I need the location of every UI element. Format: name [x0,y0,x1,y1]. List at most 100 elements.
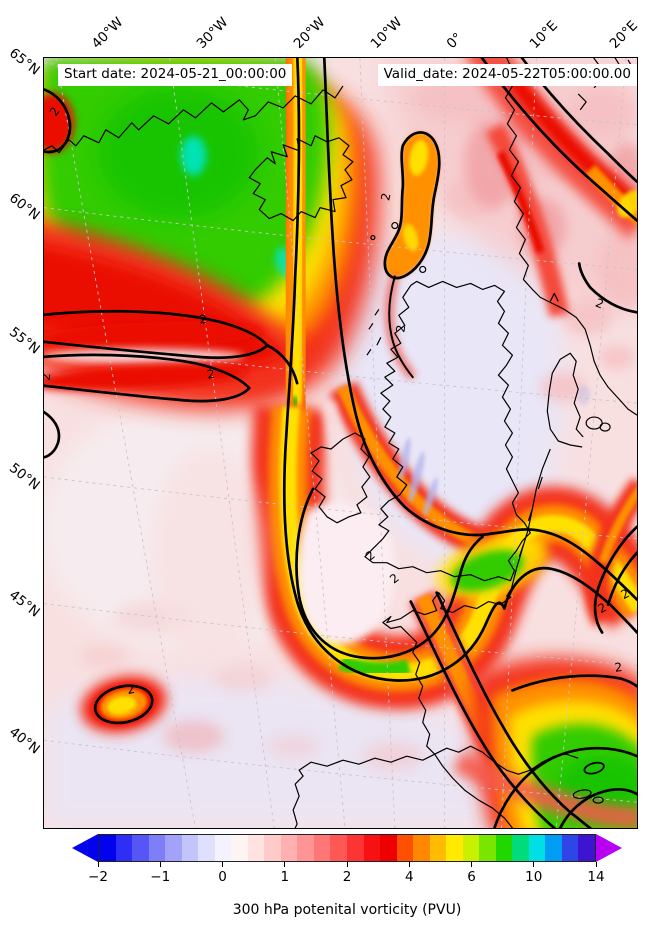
colorbar-tick-label: 0 [218,869,227,885]
contour-island [583,761,605,775]
contour-streamer-east [322,58,637,601]
colorbar-segment [264,835,281,861]
lon-tick-label: 20°W [290,14,329,52]
colorbar-segment [132,835,149,861]
colorbar-segment [148,835,166,861]
colorbar-tick-label: 4 [404,869,414,885]
start-date-label: Start date: 2024-05-21_00:00:00 [58,64,293,86]
coast-orkney [419,265,427,274]
coast-balearics [592,796,604,804]
contour-se-green-outer [493,746,637,828]
contour-filament-e [435,591,592,828]
colorbar-segment [528,835,546,861]
colorbar-tick-label: 2 [342,869,352,885]
lon-tick-label: 20°E [606,17,641,53]
graticule [44,58,637,828]
contour-se-top [511,674,637,692]
lat-tick-label: 50°N [6,460,43,494]
coast-denmark [546,352,584,448]
contour-label: 2 [614,660,623,675]
contour-streamer-west [283,58,637,682]
pv-comma-core [409,139,429,176]
contour-comma [383,131,441,280]
colorbar-tick [284,862,286,867]
colorbar-segment [115,835,133,861]
colorbar-segment [495,835,513,861]
colorbar-segment [446,835,463,861]
contour-tongue-2 [44,353,251,403]
colorbar-segment [313,835,331,861]
lon-tick-label: 40°W [88,14,127,52]
contour-finger-outer [593,525,637,634]
coast-funen [599,422,611,432]
coast-faroe [370,234,376,241]
contour-label: 2 [126,682,136,697]
coast-spain-east [434,753,513,828]
lat-tick-label: 40°N [6,724,43,758]
colorbar-segment [198,835,215,861]
coast-france-iberia [292,592,512,828]
colorbar-left-arrow [72,834,98,862]
colorbar-segment [297,835,314,861]
colorbar-segment [561,835,579,861]
colorbar-segment [231,835,248,861]
coast-hebrides [366,309,382,356]
lon-tick-label: 10°E [526,17,561,53]
pv-comma [384,132,440,279]
colorbar-right-arrow [596,834,622,862]
colorbar-tick-label: 6 [467,869,476,885]
coastlines [44,58,637,828]
contour-label: 2 [199,312,208,327]
coast-greenland [44,85,344,154]
pv-neck-band-core [337,384,497,553]
colorbar-segment [545,835,562,861]
colorbar-tick [346,862,348,867]
colorbar-tick [408,862,410,867]
pv-tongue [44,363,249,391]
colorbar-tick [222,862,223,867]
negative-pv-streaks [398,385,591,516]
colorbar-tick [159,862,161,867]
colorbar-segment [413,835,430,861]
lon-tick-label: 0° [443,29,466,52]
pv-band-ne-orange [585,164,637,227]
pv-channel-green [451,549,524,592]
colorbar-segment [165,835,182,861]
coast-norway-sweden [502,58,637,416]
colorbar-segment [99,835,116,861]
pv-hook-green [338,655,411,678]
lat-tick-label: 45°N [6,587,43,621]
pv-pale-west-of-hook [153,446,264,667]
coast-ireland [310,432,371,524]
colorbar-tick-label: 1 [280,869,290,885]
colorbar-ticks: −2 −1 0 1 2 4 6 10 14 [72,862,622,888]
colorbar-segment [429,835,447,861]
lat-tick-label: 55°N [6,324,43,358]
colorbar-tick [595,862,597,867]
contour-ne-south [577,262,637,314]
pv-green-core [98,87,259,218]
colorbar-segments [98,834,596,862]
valid-date-label: Valid_date: 2024-05-22T05:00:00.00 [377,64,637,86]
colorbar-segment [214,835,232,861]
pv-max-cyan [180,135,207,176]
colorbar-segment [181,835,199,861]
colorbar-tick-label: 14 [587,869,605,885]
colorbar-segment [380,835,397,861]
contour-pocket [295,487,484,660]
colorbar-segment [512,835,529,861]
colorbar-segment [346,835,364,861]
contour-tongue-link [265,343,299,385]
colorbar-tick [533,862,535,867]
coast-balearics [572,789,592,799]
colorbar-segment [462,835,480,861]
contour-comma-tail [388,275,414,379]
contour-vortex [93,684,154,725]
pv-comma-core [403,223,419,252]
vortex-yellow [106,696,137,715]
colorbar-segment [578,835,595,861]
colorbar-tick [471,862,472,867]
colorbar-segment [330,835,347,861]
contour-finger-inner [606,551,637,606]
